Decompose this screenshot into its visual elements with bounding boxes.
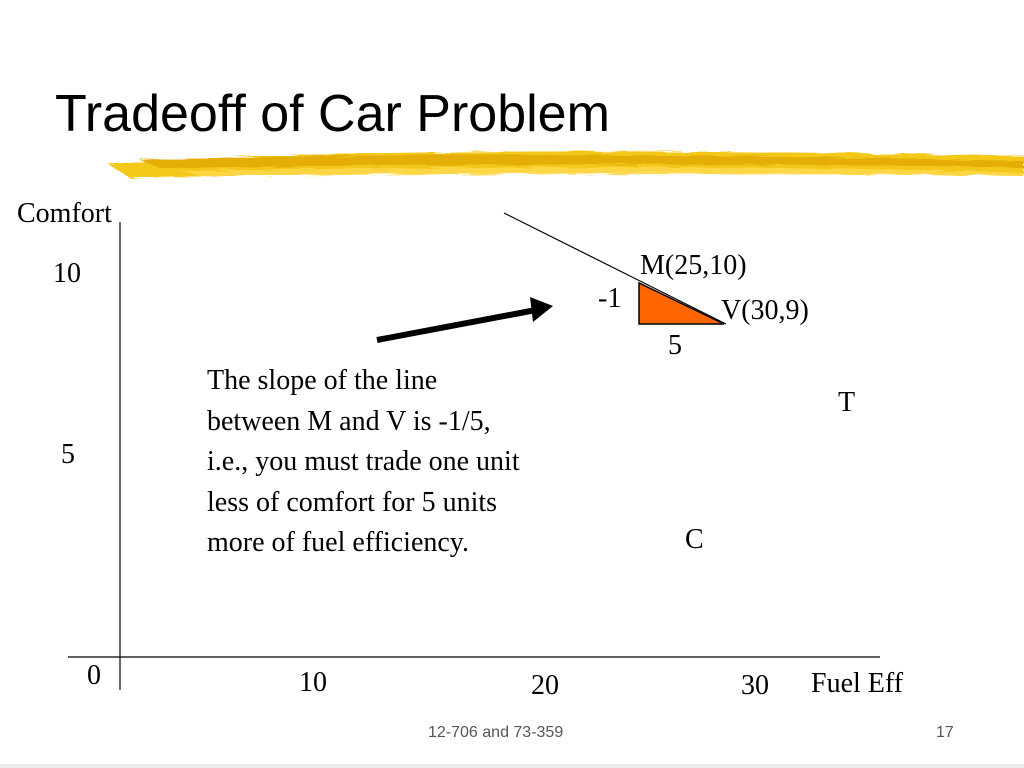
note-line: i.e., you must trade one unit	[207, 446, 520, 477]
note-line: The slope of the line	[207, 365, 438, 396]
x-tick-label: 30	[741, 670, 769, 701]
y-tick-label: 5	[61, 439, 75, 470]
point-label-v: V(30,9)	[721, 295, 809, 326]
note-line: less of comfort for 5 units	[207, 486, 498, 518]
run-label: 5	[668, 330, 682, 361]
note-line: more of fuel efficiency.	[207, 527, 469, 558]
x-tick-label: 10	[299, 667, 327, 698]
x-tick-label: 20	[531, 670, 559, 701]
note-line: between M and V is -1/5,	[207, 405, 491, 437]
bottom-rule	[0, 764, 1024, 768]
slope-explanation: The slope of the line between M and V is…	[207, 361, 607, 564]
point-label-m: M(25,10)	[640, 250, 747, 281]
rise-label: -1	[598, 283, 622, 314]
slide-title: Tradeoff of Car Problem	[55, 85, 610, 143]
tradeoff-line	[503, 212, 727, 325]
footer-course-code: 12-706 and 73-359	[428, 724, 564, 741]
title-highlight-stroke	[108, 151, 1024, 178]
point-label-c: C	[685, 524, 704, 555]
page-number: 17	[936, 724, 954, 741]
x-tick-label: 0	[87, 660, 101, 691]
point-label-t: T	[838, 387, 856, 418]
pointer-arrow	[376, 297, 553, 343]
slope-triangle	[638, 281, 725, 325]
y-axis-label: Comfort	[17, 198, 112, 229]
y-tick-label: 10	[53, 258, 81, 289]
x-axis-label: Fuel Eff	[811, 668, 904, 699]
